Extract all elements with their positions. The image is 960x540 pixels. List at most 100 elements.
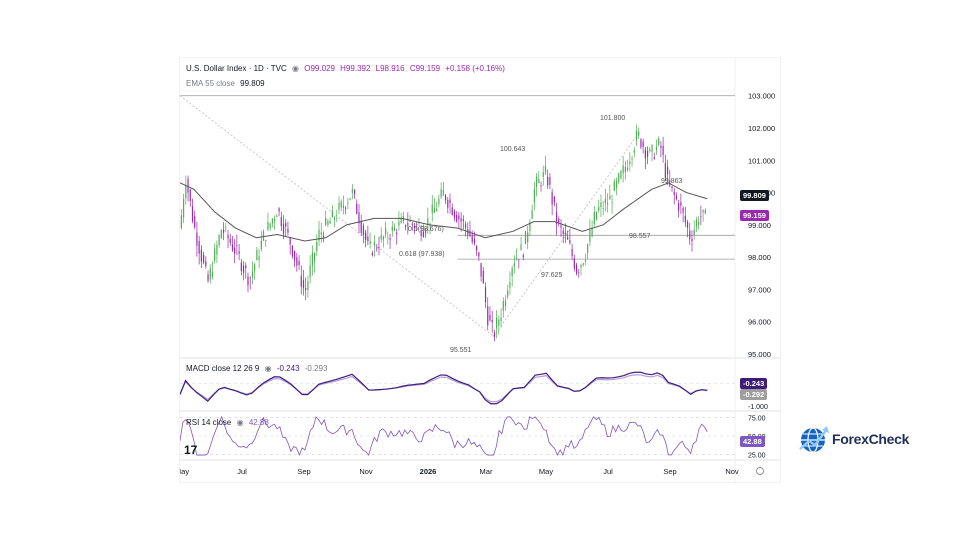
candle-body: [651, 145, 653, 152]
candle-body: [700, 216, 702, 217]
candle-body: [433, 208, 436, 213]
candle-body: [183, 199, 185, 218]
candle-body: [436, 208, 438, 211]
candle-body: [598, 207, 600, 211]
candle-body: [513, 263, 515, 267]
candle-body: [347, 202, 349, 204]
chart-panel[interactable]: 103.000102.000101.000100.00099.00098.000…: [180, 58, 780, 482]
rsi-eye-icon[interactable]: ◉: [236, 418, 244, 427]
candle-body: [396, 232, 398, 235]
macd-signal-value: -0.293: [304, 364, 328, 373]
globe-icon: [799, 426, 829, 453]
candle-body: [214, 248, 216, 261]
settings-icon: [756, 467, 764, 475]
tradingview-icon: 17: [184, 443, 198, 457]
candle-body: [607, 203, 609, 205]
candle-body: [360, 220, 362, 233]
candle-body: [222, 229, 225, 233]
candle-body: [595, 211, 598, 220]
candle-body: [691, 238, 693, 242]
candle-body: [458, 215, 460, 220]
macd-eye-icon[interactable]: ◉: [264, 364, 272, 373]
candle-body: [180, 215, 182, 229]
time-axis-label: 2026: [420, 467, 437, 476]
candle-body: [673, 191, 675, 195]
candle-body: [678, 203, 680, 211]
candle-body: [444, 195, 447, 201]
candle-body: [313, 253, 316, 262]
candle-body: [575, 264, 578, 274]
ema-line: [180, 182, 708, 242]
candle-body: [451, 207, 453, 215]
candle-body: [622, 165, 624, 174]
candle-body: [447, 199, 449, 208]
candle-body: [496, 317, 498, 329]
candle-body: [185, 185, 187, 199]
candle-body: [469, 230, 471, 237]
candle-body: [522, 255, 524, 257]
candle-body: [500, 317, 502, 322]
candle-body: [407, 223, 409, 226]
candle-body: [669, 180, 671, 186]
candle-body: [227, 234, 229, 239]
annotation-95551: 95.551: [450, 347, 472, 354]
candle-body: [351, 189, 353, 194]
macd-legend[interactable]: MACD close 12 26 9 ◉ -0.243 -0.293: [186, 364, 330, 373]
candle-body: [675, 195, 678, 199]
open-value: O99.029: [304, 64, 335, 73]
candle-body: [698, 221, 700, 225]
price-tick-label: 101.000: [748, 156, 775, 165]
candle-body: [209, 268, 211, 280]
candle-body: [535, 176, 538, 187]
candle-body: [638, 131, 640, 136]
collapse-icon[interactable]: ◉: [292, 64, 299, 73]
candle-body: [424, 231, 427, 233]
macd-label: MACD close 12 26 9: [186, 364, 260, 373]
close-value: C99.159: [409, 64, 441, 73]
candle-body: [704, 210, 706, 214]
candle-body: [269, 223, 271, 228]
candle-body: [207, 274, 209, 282]
last-price-tag: 99.159: [740, 210, 769, 221]
rsi-tick-label: 25.00: [748, 452, 766, 459]
candle-body: [298, 260, 300, 266]
candle-body: [680, 202, 682, 206]
candle-body: [684, 215, 686, 223]
macd-signal-tag: -0.292: [740, 389, 768, 400]
candle-body: [236, 245, 238, 246]
candle-body: [194, 216, 196, 228]
candle-body: [493, 332, 496, 337]
candle-body: [604, 198, 607, 204]
candle-body: [280, 217, 282, 227]
candle-body: [547, 177, 549, 186]
time-axis-label: May: [180, 467, 189, 476]
candle-body: [420, 230, 422, 236]
candle-body: [542, 172, 544, 178]
candle-body: [631, 158, 633, 160]
price-tick-label: 96.000: [748, 318, 771, 327]
candle-body: [686, 221, 689, 228]
candle-body: [531, 210, 533, 219]
candle-body: [196, 232, 198, 246]
candle-body: [480, 263, 482, 277]
candle-body: [540, 185, 542, 186]
candle-body: [520, 244, 522, 251]
price-tick-label: 97.000: [748, 285, 771, 294]
rsi-legend[interactable]: RSI 14 close ◉ 42.88: [186, 418, 272, 427]
candle-body: [305, 288, 307, 290]
candle-body: [518, 259, 520, 261]
candle-body: [440, 189, 442, 198]
candle-body: [587, 244, 589, 253]
candle-body: [320, 232, 322, 235]
candle-body: [218, 235, 220, 246]
candle-body: [238, 251, 240, 254]
candle-body: [322, 235, 325, 238]
candle-body: [649, 149, 651, 151]
candle-body: [624, 166, 626, 172]
candle-body: [247, 276, 249, 286]
candle-body: [189, 189, 191, 202]
candle-body: [376, 247, 378, 249]
candle-body: [367, 236, 369, 241]
ema-legend[interactable]: EMA 55 close 99.809: [186, 79, 268, 88]
candle-body: [353, 189, 356, 195]
